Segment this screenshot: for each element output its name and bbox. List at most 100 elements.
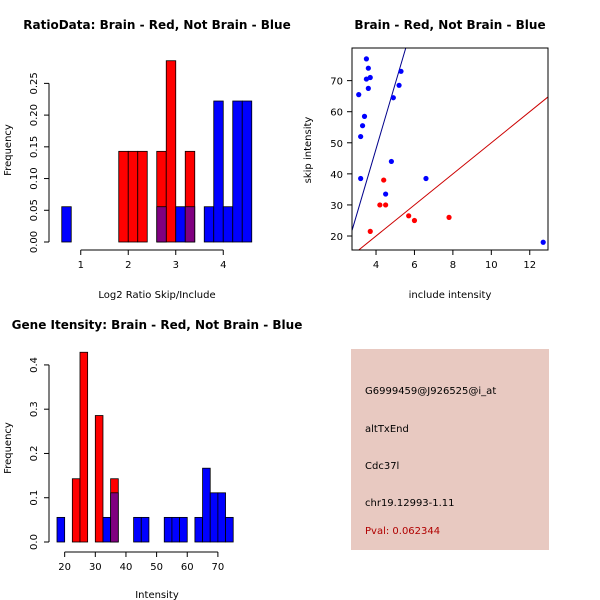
y-tick-label: 50 (330, 139, 343, 150)
chart-title: RatioData: Brain - Red, Not Brain - Blue (23, 18, 290, 32)
blue-bar (232, 100, 243, 243)
y-tick-label: 0.00 (29, 231, 40, 253)
blue-bar (217, 492, 226, 543)
y-tick-label: 0.0 (29, 534, 40, 550)
blue-bar (225, 516, 234, 543)
red-point (411, 217, 418, 224)
overlap-bar (110, 492, 119, 543)
y-tick-label: 60 (330, 108, 343, 119)
red-bar (165, 60, 177, 243)
x-tick-label: 50 (150, 562, 163, 573)
blue-point (398, 68, 404, 74)
y-tick-label: 40 (330, 170, 343, 181)
y-tick-label: 0.2 (29, 446, 40, 462)
blue-point (423, 175, 429, 182)
blue-bar (179, 516, 188, 543)
event-type-text: altTxEnd (365, 424, 409, 435)
blue-fit-line (352, 48, 407, 231)
blue-bar (222, 206, 234, 243)
overlap-bar (184, 206, 196, 243)
blue-bar (194, 516, 203, 543)
blue-point (388, 158, 394, 165)
x-axis-label: Intensity (135, 590, 179, 600)
x-tick-label: 4 (373, 260, 379, 271)
y-tick-label: 0.25 (29, 72, 40, 94)
blue-bar (202, 467, 211, 543)
y-tick-label: 0.4 (29, 357, 40, 373)
red-bar (118, 150, 129, 243)
chart-title: Gene Itensity: Brain - Red, Not Brain - … (12, 318, 303, 332)
blue-bar (171, 516, 180, 543)
blue-bar (213, 100, 224, 243)
blue-bar (209, 492, 219, 543)
y-axis-label: Frequency (3, 422, 14, 474)
red-bar (127, 150, 139, 243)
blue-bar (133, 516, 142, 543)
y-tick-label: 0.05 (29, 199, 40, 221)
blue-point (358, 175, 364, 182)
x-tick-label: 60 (181, 562, 194, 573)
y-axis-label: Frequency (3, 124, 14, 176)
blue-point (367, 74, 373, 81)
red-bar (71, 478, 81, 543)
y-tick-label: 0.10 (29, 167, 40, 189)
blue-point (390, 95, 396, 101)
blue-bar (56, 516, 66, 543)
blue-point (383, 191, 389, 197)
x-tick-label: 30 (89, 562, 102, 573)
red-bar (94, 415, 104, 543)
red-fit-line (357, 96, 548, 250)
x-axis-label: Log2 Ratio Skip/Include (98, 290, 215, 301)
overlap-bar (156, 206, 167, 243)
x-tick-label: 70 (212, 562, 225, 573)
x-tick-label: 2 (125, 260, 131, 271)
blue-point (363, 56, 370, 62)
red-point (377, 202, 383, 208)
red-point (446, 214, 452, 220)
x-tick-label: 20 (58, 562, 71, 573)
gene-name-text: Cdc37l (365, 461, 400, 472)
blue-point (540, 239, 546, 245)
plot-box (351, 47, 549, 251)
blue-bar (241, 100, 253, 243)
y-tick-label: 30 (330, 201, 343, 212)
blue-bar (203, 206, 215, 243)
red-point (381, 177, 387, 183)
blue-point (359, 123, 366, 129)
red-point (383, 202, 389, 208)
y-tick-label: 0.1 (29, 490, 40, 506)
blue-bar (102, 516, 112, 543)
chart-title: Brain - Red, Not Brain - Blue (354, 18, 545, 32)
x-tick-label: 10 (485, 260, 498, 271)
x-tick-label: 40 (120, 562, 133, 573)
x-tick-label: 6 (411, 260, 417, 271)
y-tick-label: 0.20 (29, 104, 40, 126)
blue-bar (140, 516, 150, 543)
y-tick-label: 70 (330, 77, 343, 88)
y-axis-label: skip intensity (303, 117, 314, 184)
blue-point (365, 85, 371, 91)
blue-point (356, 92, 362, 98)
blue-bar (61, 206, 72, 243)
blue-point (396, 82, 402, 88)
probe-id-text: G6999459@J926525@i_at (365, 386, 497, 397)
red-bar (79, 351, 89, 543)
blue-point (358, 133, 364, 140)
blue-bar (163, 516, 173, 543)
red-point (406, 213, 412, 219)
x-tick-label: 1 (78, 260, 84, 271)
y-tick-label: 0.15 (29, 136, 40, 158)
pval-text: Pval: 0.062344 (365, 526, 441, 537)
location-text: chr19.12993-1.11 (365, 498, 455, 509)
x-tick-label: 12 (523, 260, 536, 271)
blue-point (365, 65, 371, 71)
blue-point (361, 113, 368, 119)
x-axis-label: include intensity (409, 290, 492, 301)
red-bar (137, 150, 148, 243)
blue-bar (175, 206, 186, 243)
y-tick-label: 20 (330, 232, 343, 243)
y-tick-label: 0.3 (29, 401, 40, 417)
red-point (367, 228, 373, 234)
x-tick-label: 8 (450, 260, 456, 271)
